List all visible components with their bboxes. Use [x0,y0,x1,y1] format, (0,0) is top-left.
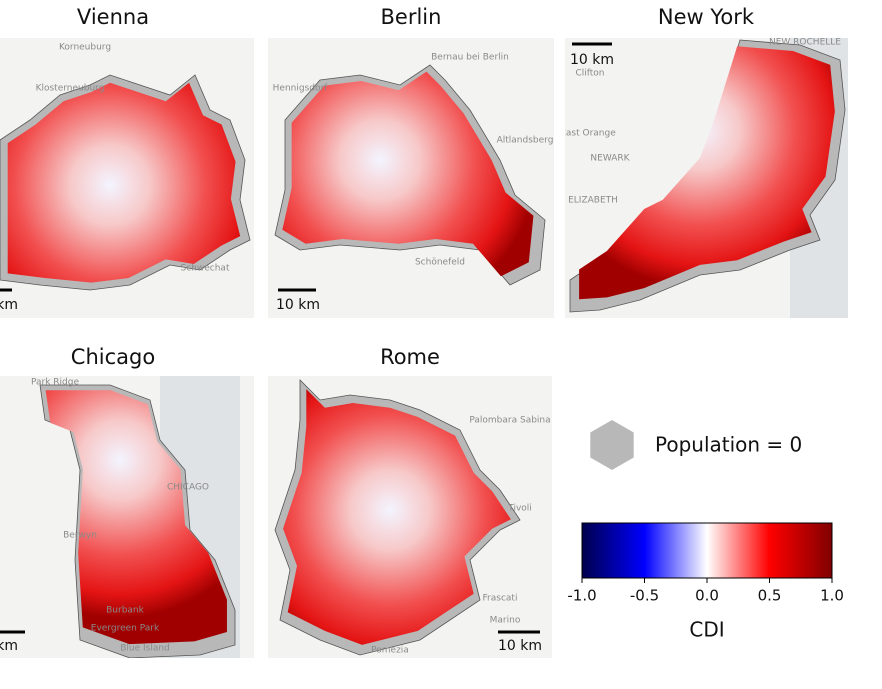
scale-label: 10 km [276,297,320,313]
place-label: Frascati [483,594,518,604]
place-label: Schönefeld [415,258,465,268]
scale-label: 10 km [570,52,614,68]
cdi-area [45,390,227,645]
map-panel: NEW ROCHELLE Clifton East Orange NEWARK ELIZ… [560,38,848,318]
colorbar-label: CDI [689,618,724,642]
colorbar-tick-label: -1.0 [567,587,596,605]
place-label: Bernau bei Berlin [431,53,509,63]
place-label: Palombara Sabina [469,416,550,426]
place-label: CHICAGO [167,483,209,493]
place-label: Pomezia [371,646,409,656]
place-label: Marino [490,616,521,626]
place-label: ELIZABETH [568,196,618,206]
place-label: Altlandsberg [497,136,554,146]
cdi-area [282,71,534,277]
map-panel: Korneuburg Klosterneuburg Schwechat 10 km [0,38,254,318]
place-label: Korneuburg [59,43,111,53]
place-label: Burbank [106,606,145,616]
place-label: NEW ROCHELLE [769,38,841,48]
map-panel: Palombara Sabina Tivoli Frascati Marino Pome… [268,376,552,658]
panel-title: Chicago [71,345,155,369]
place-label: Berwyn [63,531,97,541]
colorbar-tick-label: 0.0 [695,587,719,605]
cdi-area [7,82,241,283]
place-label: Blue Island [120,644,170,654]
cdi-area [283,389,511,645]
cdi-area [579,46,835,300]
map-panel: Park Ridge CHICAGO Berwyn Burbank Evergreen … [0,376,254,658]
scale-label: 10 km [0,638,18,654]
place-label: Schwechat [181,264,230,274]
scale-label: 10 km [498,638,542,654]
place-label: Clifton [575,69,604,79]
colorbar-tick-label: -0.5 [630,587,659,605]
panel-title: New York [658,5,755,29]
legend-hexagon [590,420,634,470]
place-label: Klosterneuburg [36,84,105,94]
place-label: NEWARK [590,154,630,164]
map-panel: Bernau bei Berlin Hennigsdorf Altlandsberg… [268,38,554,318]
panel-title: Rome [380,345,440,369]
place-label: Tivoli [507,504,532,514]
legend-label: Population = 0 [655,433,802,457]
place-label: Evergreen Park [91,624,160,634]
panel-title: Vienna [77,5,149,29]
place-label: East Orange [560,129,616,139]
place-label: Hennigsdorf [273,84,329,94]
colorbar-tick-label: 1.0 [820,587,844,605]
scale-label: 10 km [0,297,18,313]
colorbar [581,522,833,579]
panel-title: Berlin [381,5,442,29]
place-label: Park Ridge [31,378,79,388]
colorbar-tick-label: 0.5 [758,587,782,605]
